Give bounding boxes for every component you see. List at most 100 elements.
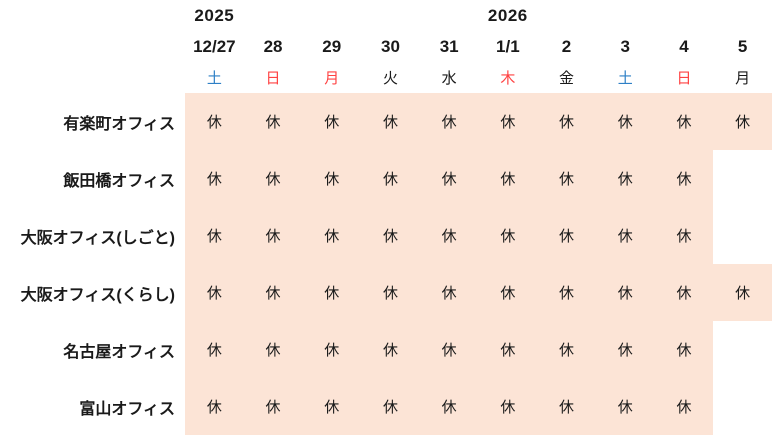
weekday-label: 月 — [324, 70, 340, 87]
closed-day-cell: 休 — [478, 207, 538, 264]
year-spacer — [302, 0, 361, 32]
closed-day-cell: 休 — [595, 93, 655, 150]
date-label: 3 — [620, 37, 630, 56]
date-label: 31 — [439, 37, 459, 56]
closed-day-cell: 休 — [654, 264, 714, 321]
weekday-row-spacer — [0, 62, 185, 93]
date-label: 1/1 — [496, 37, 520, 56]
date-row-spacer — [0, 32, 185, 62]
closed-day-cell: 休 — [419, 378, 479, 435]
office-label: 有楽町オフィス — [63, 115, 175, 133]
year-spacer — [420, 0, 479, 32]
office-label: 飯田橋オフィス — [63, 172, 175, 190]
office-label: 大阪オフィス(しごと) — [20, 229, 175, 247]
date-label: 29 — [322, 37, 342, 56]
closed-day-cell: 休 — [595, 321, 655, 378]
weekday-label: 水 — [441, 70, 457, 87]
year-spacer — [713, 0, 772, 32]
weekday-label: 日 — [676, 70, 692, 87]
closed-day-cell: 休 — [595, 378, 655, 435]
weekday-label: 土 — [617, 70, 633, 87]
closed-day-cell: 休 — [713, 93, 772, 150]
open-day-cell — [713, 150, 772, 207]
year-spacer — [596, 0, 655, 32]
closed-day-cell: 休 — [302, 207, 362, 264]
closed-day-cell: 休 — [537, 264, 596, 321]
weekday-label: 土 — [206, 70, 222, 87]
closed-day-cell: 休 — [537, 378, 596, 435]
date-label: 30 — [380, 37, 400, 56]
closed-day-cell: 休 — [243, 150, 303, 207]
year-label: 2026 — [487, 6, 528, 25]
closed-day-cell: 休 — [537, 93, 596, 150]
closed-day-cell: 休 — [713, 264, 772, 321]
weekday-label: 木 — [500, 70, 516, 87]
closed-day-cell: 休 — [537, 207, 596, 264]
date-label: 28 — [263, 37, 283, 56]
closed-day-cell: 休 — [185, 378, 244, 435]
closed-day-cell: 休 — [537, 150, 596, 207]
year-spacer — [655, 0, 714, 32]
closed-day-cell: 休 — [419, 264, 479, 321]
year-label: 2025 — [194, 6, 235, 25]
year-spacer — [537, 0, 596, 32]
weekday-label: 火 — [382, 70, 398, 87]
office-label: 名古屋オフィス — [63, 343, 175, 361]
closed-day-cell: 休 — [595, 264, 655, 321]
closed-day-cell: 休 — [185, 150, 244, 207]
open-day-cell — [713, 378, 772, 435]
closed-day-cell: 休 — [185, 321, 244, 378]
date-label: 4 — [679, 37, 689, 56]
closed-day-cell: 休 — [361, 264, 420, 321]
office-label: 大阪オフィス(くらし) — [20, 286, 175, 304]
closed-day-cell: 休 — [361, 207, 420, 264]
closed-day-cell: 休 — [361, 321, 420, 378]
closed-day-cell: 休 — [654, 378, 714, 435]
closed-day-cell: 休 — [302, 321, 362, 378]
closed-day-cell: 休 — [654, 150, 714, 207]
closed-day-cell: 休 — [302, 378, 362, 435]
closed-day-cell: 休 — [595, 207, 655, 264]
closed-day-cell: 休 — [478, 378, 538, 435]
date-label: 2 — [561, 37, 572, 56]
closed-day-cell: 休 — [478, 264, 538, 321]
closed-day-cell: 休 — [302, 93, 362, 150]
date-label: 12/27 — [193, 37, 236, 56]
closed-day-cell: 休 — [243, 93, 303, 150]
weekday-label: 金 — [559, 70, 575, 87]
closed-day-cell: 休 — [478, 150, 538, 207]
closed-day-cell: 休 — [302, 264, 362, 321]
closed-day-cell: 休 — [419, 321, 479, 378]
corner-spacer — [0, 0, 185, 32]
closed-day-cell: 休 — [654, 93, 714, 150]
open-day-cell — [713, 321, 772, 378]
closed-day-cell: 休 — [243, 264, 303, 321]
closed-day-cell: 休 — [243, 321, 303, 378]
closed-day-cell: 休 — [185, 93, 244, 150]
office-label: 富山オフィス — [79, 400, 175, 418]
closed-day-cell: 休 — [361, 93, 420, 150]
closed-day-cell: 休 — [478, 93, 538, 150]
year-spacer — [244, 0, 303, 32]
closed-day-cell: 休 — [185, 264, 244, 321]
closed-day-cell: 休 — [419, 207, 479, 264]
open-day-cell — [713, 207, 772, 264]
closed-day-cell: 休 — [478, 321, 538, 378]
closed-day-cell: 休 — [654, 321, 714, 378]
closed-day-cell: 休 — [243, 378, 303, 435]
closed-day-cell: 休 — [361, 150, 420, 207]
closed-day-cell: 休 — [302, 150, 362, 207]
closed-day-cell: 休 — [537, 321, 596, 378]
weekday-label: 月 — [735, 70, 751, 87]
closed-day-cell: 休 — [185, 207, 244, 264]
date-label: 5 — [737, 37, 748, 56]
closed-day-cell: 休 — [595, 150, 655, 207]
closed-day-cell: 休 — [654, 207, 714, 264]
closed-day-cell: 休 — [243, 207, 303, 264]
year-spacer — [361, 0, 420, 32]
closed-day-cell: 休 — [419, 93, 479, 150]
closed-day-cell: 休 — [419, 150, 479, 207]
closed-day-cell: 休 — [361, 378, 420, 435]
